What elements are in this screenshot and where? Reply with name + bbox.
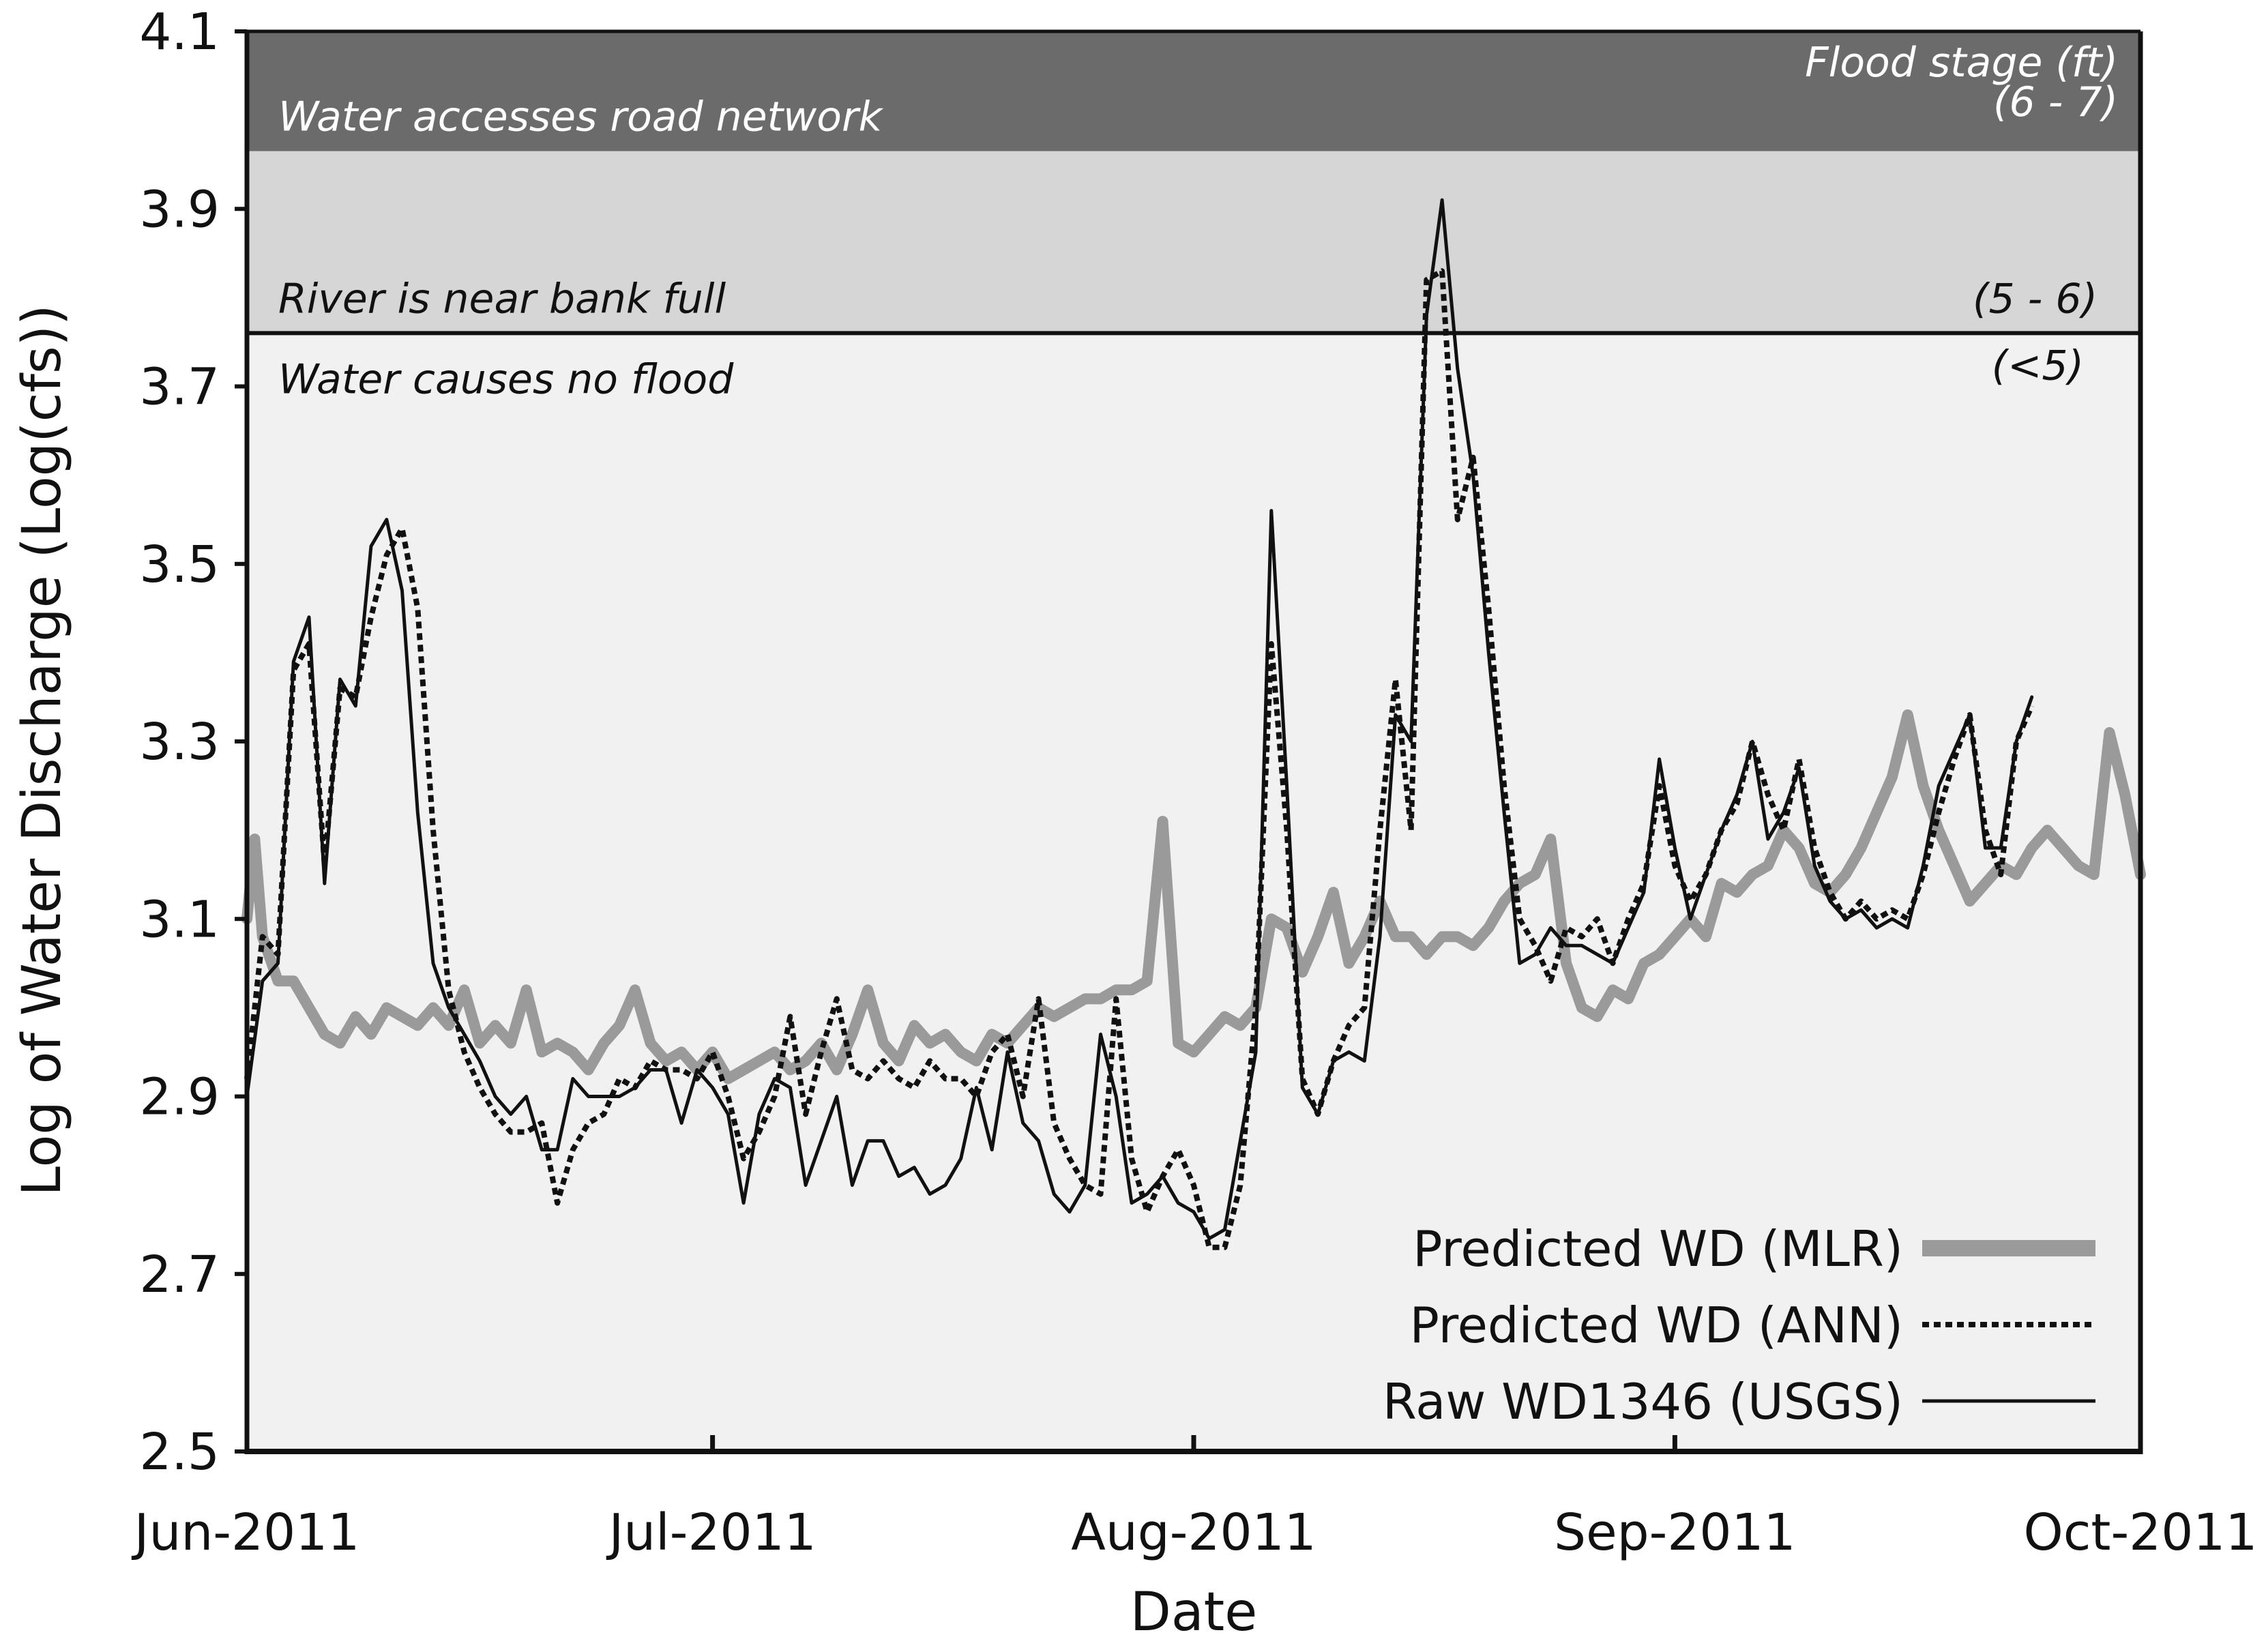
x-tick-label: Jun-2011 bbox=[132, 1503, 360, 1562]
x-tick-label: Sep-2011 bbox=[1554, 1503, 1796, 1562]
flood-band-2 bbox=[247, 333, 2140, 1451]
flood-band-0 bbox=[247, 31, 2140, 151]
axes bbox=[235, 29, 2143, 1454]
legend-label-0: Predicted WD (MLR) bbox=[1413, 1220, 1903, 1278]
legend: Predicted WD (MLR) Predicted WD (ANN) Raw … bbox=[1383, 1220, 2095, 1430]
y-tick-label: 3.9 bbox=[139, 180, 220, 239]
band-stage-0: (6 - 7) bbox=[1993, 78, 2118, 126]
x-tick-label: Jul-2011 bbox=[606, 1503, 816, 1562]
x-axis-title: Date bbox=[1130, 1582, 1257, 1643]
x-tick-label: Aug-2011 bbox=[1071, 1503, 1316, 1562]
x-tick-label: Oct-2011 bbox=[2024, 1503, 2258, 1562]
flood-stage-heading: Flood stage (ft) bbox=[1805, 39, 2118, 87]
series-line-2 bbox=[245, 198, 2034, 1241]
y-tick-label: 3.7 bbox=[139, 358, 220, 417]
y-tick-label: 2.7 bbox=[139, 1245, 220, 1304]
y-axis-title: Log of Water Discharge (Log(cfs)) bbox=[12, 305, 73, 1196]
series-line-0 bbox=[241, 709, 2146, 1085]
legend-label-1: Predicted WD (ANN) bbox=[1409, 1297, 1903, 1354]
y-tick-label: 3.3 bbox=[139, 713, 220, 771]
flood-band-1 bbox=[247, 151, 2140, 334]
band-label-0: Water accesses road network bbox=[278, 93, 884, 141]
y-tick-label: 2.5 bbox=[139, 1423, 220, 1481]
series-lines bbox=[241, 198, 2146, 1250]
band-stage-1: (5 - 6) bbox=[1973, 275, 2098, 323]
y-tick-label: 2.9 bbox=[139, 1068, 220, 1127]
tick-labels: 2.5 2.7 2.9 3.1 3.3 3.5 3.7 3.9 4.1 Jun-2011 Jul-2… bbox=[132, 3, 2258, 1562]
band-label-1: River is near bank full bbox=[278, 275, 726, 323]
y-tick-label: 4.1 bbox=[139, 3, 220, 61]
y-tick-label: 3.1 bbox=[139, 890, 220, 949]
series-line-1 bbox=[244, 268, 2035, 1250]
band-label-2: Water causes no flood bbox=[278, 355, 734, 403]
legend-label-2: Raw WD1346 (USGS) bbox=[1383, 1373, 1903, 1430]
band-labels: Flood stage (ft) Water accesses road net… bbox=[278, 39, 2118, 403]
band-stage-2: (<5) bbox=[1992, 342, 2084, 389]
y-tick-label: 3.5 bbox=[139, 535, 220, 594]
